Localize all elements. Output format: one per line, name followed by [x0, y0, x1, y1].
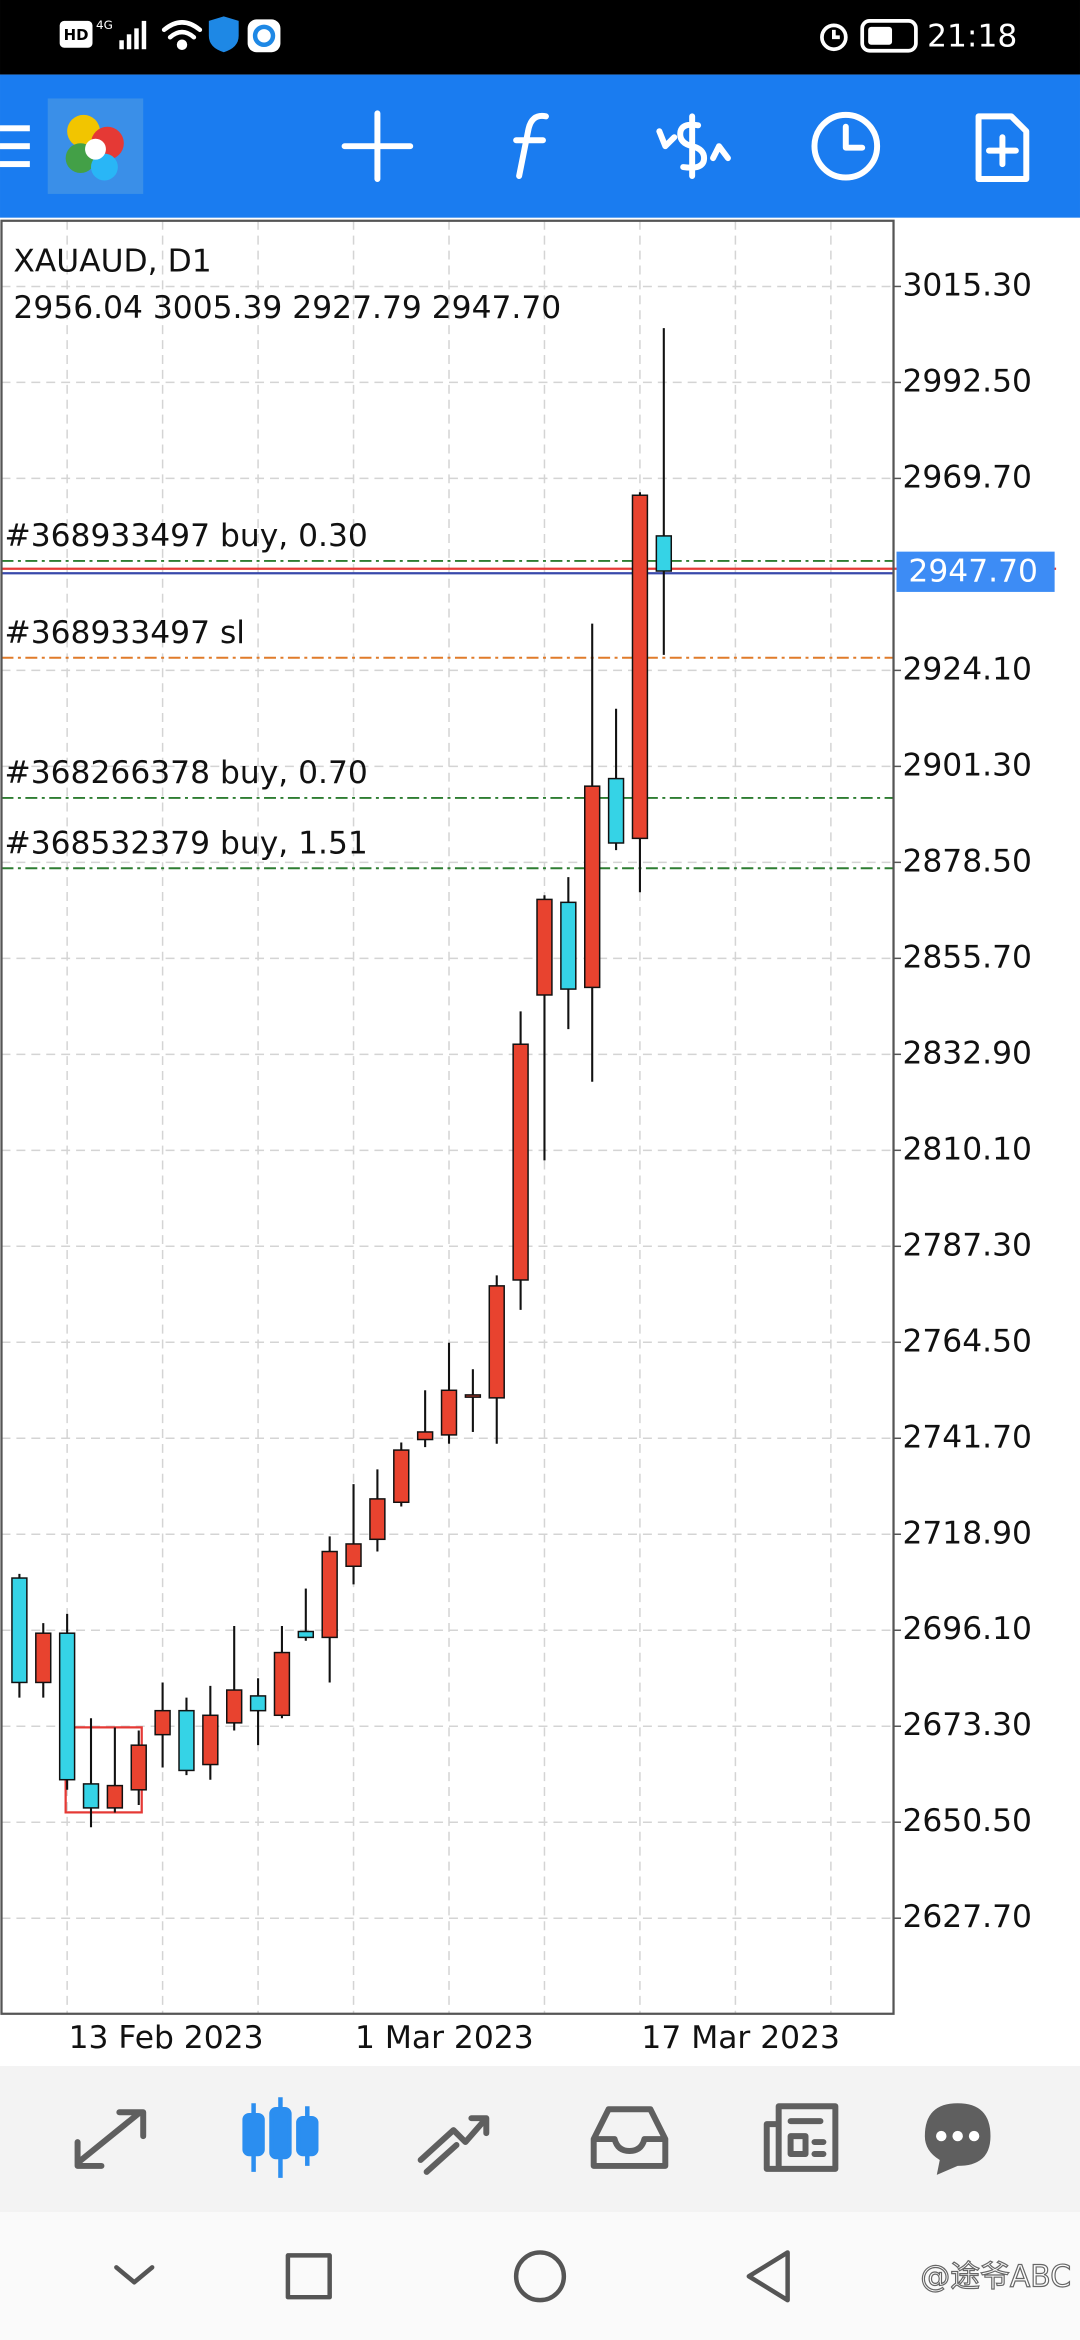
candle-body [369, 1498, 386, 1541]
y-tick-label: 2741.70 [902, 1419, 1032, 1455]
shield-icon [208, 16, 239, 53]
bottom-nav [0, 2065, 1080, 2213]
collapse-button[interactable] [114, 2265, 155, 2285]
order-label: #368933497 buy, 0.30 [4, 518, 367, 554]
candle-body [655, 535, 673, 572]
candle-body [416, 1431, 434, 1441]
candle-body [631, 494, 649, 840]
y-tick-label: 2878.50 [902, 843, 1032, 879]
candle-body [202, 1714, 219, 1766]
order-label: #368933497 sl [4, 615, 245, 651]
status-bar [0, 0, 1080, 75]
y-tick-label: 2969.70 [902, 459, 1032, 495]
candle-body [607, 777, 625, 844]
candle-body [584, 785, 601, 989]
clock: 21:18 [927, 18, 1017, 54]
y-tick-label: 2718.90 [902, 1515, 1032, 1551]
order-label: #368532379 buy, 1.51 [4, 825, 367, 861]
candle-body [11, 1577, 28, 1684]
watermark: @途爷ABC [920, 2259, 1071, 2294]
battery-level [868, 26, 893, 45]
current-price-badge [896, 551, 1055, 592]
y-tick-label: 2832.90 [902, 1035, 1032, 1071]
chart-frame [0, 219, 895, 2015]
alarm-icon [820, 23, 848, 52]
x-tick-label: 17 Mar 2023 [641, 2020, 840, 2056]
y-tick-label: 2673.30 [902, 1707, 1032, 1743]
y-tick-label: 2627.70 [902, 1899, 1032, 1935]
wifi-icon [161, 20, 203, 50]
hd-badge [59, 20, 93, 48]
signal-icon [119, 20, 147, 50]
candle-body [249, 1695, 267, 1712]
candle-body [440, 1389, 458, 1436]
candle-body [560, 901, 577, 990]
app-icon-ring [252, 24, 276, 47]
back-button[interactable] [746, 2250, 790, 2303]
crosshair-button[interactable] [341, 110, 414, 182]
candle-body [488, 1285, 505, 1399]
candle-body [178, 1709, 195, 1772]
recents-button[interactable] [285, 2253, 332, 2300]
y-tick-label: 2650.50 [902, 1803, 1032, 1839]
trade-tab[interactable] [417, 2115, 490, 2175]
y-tick-label: 3015.30 [902, 267, 1032, 303]
news-tab[interactable] [763, 2103, 839, 2172]
ohlc-label: 2956.04 3005.39 2927.79 2947.70 [13, 290, 561, 326]
candle-body [130, 1744, 147, 1791]
y-tick-label: 2810.10 [902, 1131, 1032, 1167]
y-tick-label: 2787.30 [902, 1227, 1032, 1263]
candle-body [464, 1394, 482, 1398]
y-tick-label: 2764.50 [902, 1323, 1032, 1359]
y-tick-label: 2901.30 [902, 747, 1032, 783]
candle-body [58, 1632, 76, 1781]
candle-body [154, 1709, 171, 1736]
battery-icon [860, 19, 918, 53]
x-tick-label: 13 Feb 2023 [69, 2020, 264, 2056]
quotes-tab[interactable] [74, 2109, 147, 2169]
y-tick-label: 2992.50 [902, 363, 1032, 399]
system-nav [0, 2212, 1080, 2340]
candle-body [536, 898, 553, 996]
new-order-button[interactable] [975, 113, 1030, 182]
candle-body [321, 1550, 338, 1639]
indicators-button[interactable] [513, 112, 549, 180]
candle-body [512, 1043, 529, 1281]
candle-body [393, 1449, 410, 1504]
current-price-label: 2947.70 [908, 554, 1038, 590]
chart-title: XAUAUD, D1 [13, 244, 211, 280]
y-tick-label: 2924.10 [902, 651, 1032, 687]
menu-button[interactable] [0, 125, 30, 168]
candle-body [82, 1783, 100, 1809]
app-logo[interactable] [47, 98, 144, 194]
network-indicator: 4G [96, 18, 113, 32]
candle-body [297, 1630, 315, 1639]
y-tick-label: 2855.70 [902, 939, 1032, 975]
candle-body [345, 1543, 362, 1568]
chart-tab[interactable] [242, 2097, 319, 2178]
x-tick-label: 1 Mar 2023 [355, 2020, 534, 2056]
chat-tab[interactable] [924, 2103, 991, 2175]
home-button[interactable] [513, 2250, 567, 2303]
hd-indicator: HD [64, 26, 89, 44]
candle-body [226, 1689, 243, 1724]
candle-body [106, 1784, 124, 1809]
candle-body [273, 1651, 291, 1717]
toolbar [0, 74, 1080, 218]
y-tick-label: 2696.10 [902, 1611, 1032, 1647]
symbols-button[interactable] [656, 113, 731, 180]
history-tab[interactable] [590, 2106, 669, 2169]
timeframe-button[interactable] [811, 111, 881, 181]
candle-body [35, 1632, 52, 1684]
app-icon [247, 19, 281, 53]
order-label: #368266378 buy, 0.70 [4, 755, 367, 791]
